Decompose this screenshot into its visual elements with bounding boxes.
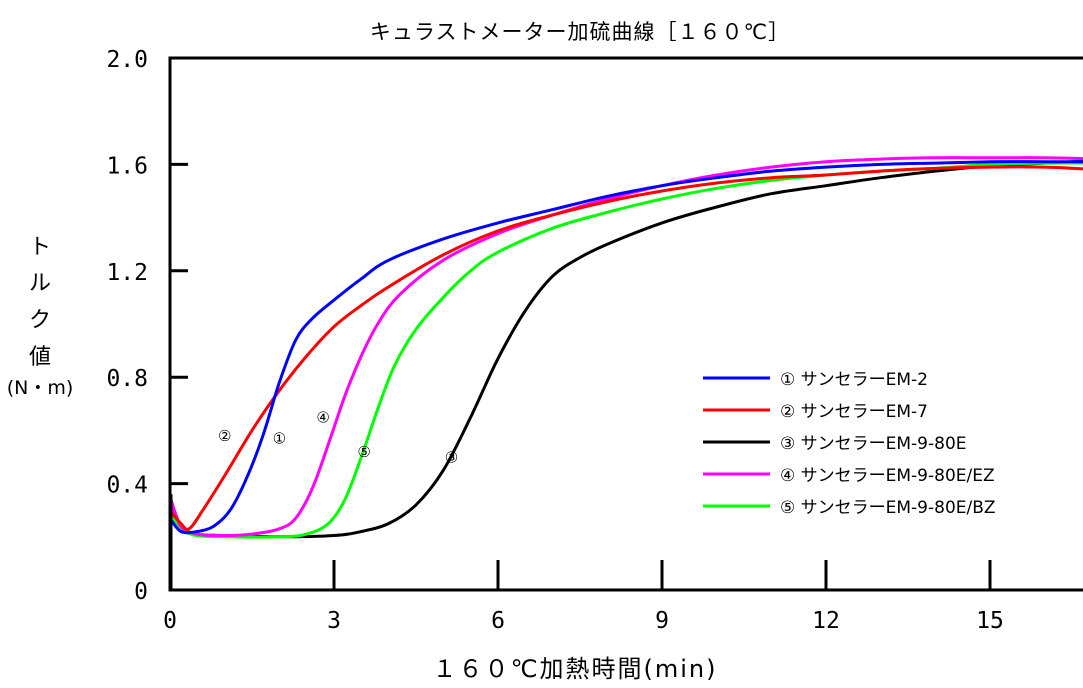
plot-frame <box>168 56 1083 592</box>
y-tick-label: 0.4 <box>106 473 148 499</box>
y-axis-title-line: 値 <box>29 345 51 370</box>
x-tick-label: 3 <box>327 608 341 634</box>
curve-label: ④ <box>316 408 329 426</box>
legend-label: ③ サンセラーEM-9-80E <box>780 434 967 454</box>
legend-label: ① サンセラーEM-2 <box>780 370 928 390</box>
curve-label: ① <box>273 430 286 448</box>
y-tick-label: 0 <box>134 579 148 605</box>
series-line <box>170 160 1083 535</box>
legend-label: ④ サンセラーEM-9-80E/EZ <box>780 466 995 486</box>
series-layer <box>170 156 1083 590</box>
x-tick-label: 9 <box>655 608 669 634</box>
annotation-layer: ① ② ③ ④ ⑤ <box>218 408 458 466</box>
y-axis-title-line: (N・m) <box>7 377 74 399</box>
series-line <box>170 165 1083 531</box>
curve-label: ③ <box>445 448 458 466</box>
y-tick-label: 1.6 <box>106 153 148 179</box>
legend-label: ② サンセラーEM-7 <box>780 402 928 422</box>
y-axis-title-line: ト <box>29 235 51 260</box>
legend-label: ⑤ サンセラーEM-9-80E/BZ <box>780 498 996 518</box>
x-axis: 0 3 6 9 12 15 <box>163 560 1004 634</box>
x-tick-label: 12 <box>812 608 840 634</box>
chart-title: キュラストメーター加硫曲線［１６０℃］ <box>370 20 790 44</box>
x-tick-label: 15 <box>976 608 1004 634</box>
x-tick-label: 0 <box>163 608 177 634</box>
legend: ① サンセラーEM-2 ② サンセラーEM-7 ③ サンセラーEM-9-80E ④ サ… <box>703 370 996 518</box>
y-axis-title-line: ル <box>29 271 51 296</box>
y-tick-label: 1.2 <box>106 260 148 286</box>
x-axis-title: １６０℃加熱時間(min) <box>433 655 718 683</box>
curve-label: ② <box>218 427 231 445</box>
y-axis: 0 0.4 0.8 1.2 1.6 2.0 <box>106 47 188 605</box>
y-tick-label: 0.8 <box>106 366 148 392</box>
plot-area: ① ② ③ ④ ⑤ <box>168 56 1083 592</box>
x-tick-label: 6 <box>491 608 505 634</box>
y-tick-label: 2.0 <box>106 47 148 73</box>
curve-label: ⑤ <box>357 443 370 461</box>
y-axis-title-line: ク <box>29 308 51 333</box>
series-line <box>170 156 1083 538</box>
